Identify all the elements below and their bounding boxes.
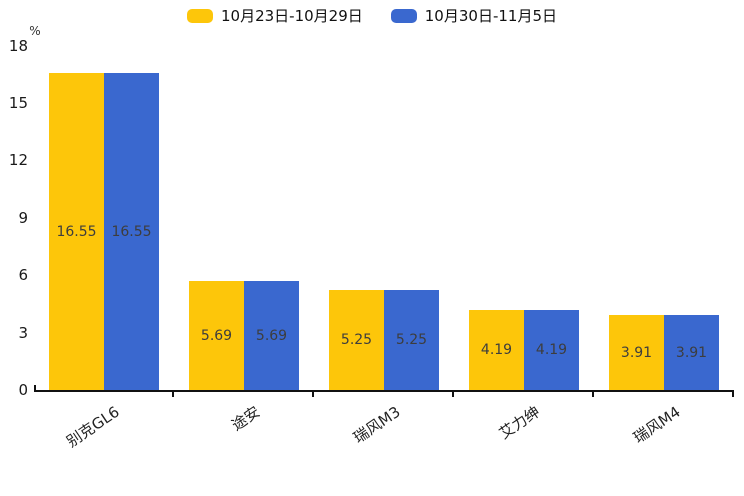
bar: 3.91 (664, 315, 719, 390)
axis-tick (312, 392, 314, 397)
bar: 5.25 (384, 289, 439, 390)
bar: 5.25 (329, 289, 384, 390)
legend-swatch (187, 9, 213, 23)
y-tick-label: 0 (18, 381, 28, 399)
bar-value-label: 16.55 (111, 223, 152, 240)
legend-item[interactable]: 10月23日-10月29日 (187, 7, 363, 25)
bar-value-label: 5.25 (395, 331, 428, 348)
category-label: 瑞风M4 (629, 402, 684, 447)
axis-tick (592, 392, 594, 397)
bar-value-label: 5.69 (200, 327, 233, 344)
legend-label: 10月30日-11月5日 (424, 7, 557, 25)
bar-value-label: 3.91 (675, 344, 708, 361)
bar: 4.19 (524, 309, 579, 390)
category-label: 瑞风M3 (349, 402, 404, 447)
y-tick-label: 9 (18, 208, 28, 227)
bar-value-label: 4.19 (535, 341, 568, 358)
axis-tick (732, 392, 734, 397)
bar: 4.19 (469, 309, 524, 390)
legend-swatch (390, 9, 417, 23)
category-label: 途安 (228, 402, 264, 435)
y-tick-label: 12 (8, 151, 28, 170)
category-label: 艾力绅 (495, 402, 544, 443)
bar-value-label: 16.55 (56, 223, 97, 240)
legend: 10月23日-10月29日 10月30日-11月5日 (0, 7, 744, 25)
bar: 16.55 (104, 73, 159, 390)
y-tick-label: 3 (18, 323, 28, 342)
bar: 3.91 (609, 315, 664, 390)
x-axis-line (34, 390, 734, 392)
bar: 16.55 (49, 73, 104, 390)
y-axis-unit-label: % (29, 24, 41, 38)
y-tick-label: 6 (18, 266, 28, 285)
bar-value-label: 3.91 (620, 344, 653, 361)
axis-origin-tick (34, 385, 36, 390)
bar: 5.69 (189, 281, 244, 390)
legend-label: 10月23日-10月29日 (221, 7, 363, 25)
bar-value-label: 5.69 (255, 327, 288, 344)
bar-value-label: 4.19 (480, 341, 513, 358)
y-tick-label: 15 (8, 93, 28, 112)
bar-value-label: 5.25 (340, 331, 373, 348)
axis-tick (172, 392, 174, 397)
bar: 5.69 (244, 281, 299, 390)
y-tick-label: 18 (8, 36, 28, 55)
category-label: 别克GL6 (63, 402, 124, 451)
axis-tick (452, 392, 454, 397)
legend-item[interactable]: 10月30日-11月5日 (390, 7, 557, 25)
